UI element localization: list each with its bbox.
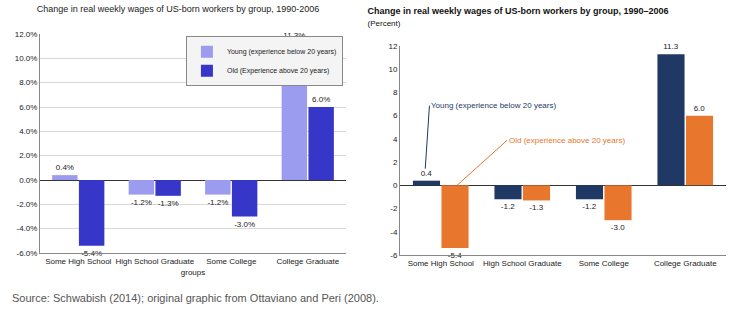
svg-text:4.0%: 4.0% [19, 127, 37, 136]
svg-text:Change in real weekly wages of: Change in real weekly wages of US-born w… [368, 6, 669, 28]
svg-text:-2: -2 [390, 204, 398, 213]
svg-text:-4: -4 [390, 228, 398, 237]
svg-text:Old (Experience above 20 years: Old (Experience above 20 years) [227, 67, 329, 75]
svg-text:Some College: Some College [579, 259, 630, 268]
svg-text:Some High School: Some High School [45, 257, 111, 266]
svg-text:2.0%: 2.0% [19, 151, 37, 160]
svg-text:12: 12 [388, 42, 397, 51]
svg-text:6.0: 6.0 [694, 104, 706, 113]
svg-text:0: 0 [393, 181, 398, 190]
svg-text:High School Graduate: High School Graduate [115, 257, 194, 266]
svg-text:6.0%: 6.0% [19, 103, 37, 112]
svg-text:-1.2%: -1.2% [207, 198, 228, 207]
svg-text:10.0%: 10.0% [15, 54, 38, 63]
svg-text:6.0%: 6.0% [312, 95, 330, 104]
html-text:Source: Schwabish (2014); orig: Source: Schwabish (2014); original graph… [12, 292, 379, 304]
svg-text:Old (experience above 20 years: Old (experience above 20 years) [509, 136, 625, 145]
svg-text:11.3: 11.3 [663, 42, 679, 51]
svg-text:Some High School: Some High School [408, 259, 474, 268]
svg-text:-1.3: -1.3 [529, 203, 543, 212]
svg-text:0.0%: 0.0% [19, 176, 37, 185]
svg-text:12.0%: 12.0% [15, 30, 38, 39]
svg-text:8: 8 [393, 88, 398, 97]
svg-text:8.0%: 8.0% [19, 78, 37, 87]
svg-text:-1.2: -1.2 [582, 202, 596, 211]
svg-text:groups: groups [181, 268, 205, 277]
svg-text:-1.3%: -1.3% [158, 199, 179, 208]
svg-text:-1.2%: -1.2% [131, 198, 152, 207]
svg-text:10: 10 [388, 65, 397, 74]
svg-text:-3.0: -3.0 [611, 223, 625, 232]
svg-text:6: 6 [393, 111, 398, 120]
svg-text:-5.4%: -5.4% [81, 249, 102, 258]
svg-text:College Graduate: College Graduate [654, 259, 717, 268]
svg-text:Change in real weekly wages of: Change in real weekly wages of US-born w… [37, 4, 320, 14]
svg-text:Some College: Some College [206, 257, 257, 266]
svg-text:-5.4: -5.4 [448, 251, 462, 260]
svg-text:High School Graduate: High School Graduate [483, 259, 562, 268]
svg-text:11.3%: 11.3% [283, 30, 306, 40]
svg-text:-6.0%: -6.0% [16, 249, 37, 258]
svg-text:-3.0%: -3.0% [234, 220, 255, 229]
svg-text:Young (experience below 20 yea: Young (experience below 20 years) [431, 101, 556, 110]
svg-text:-6: -6 [390, 251, 398, 260]
svg-text:-1.2: -1.2 [501, 202, 515, 211]
svg-text:2: 2 [393, 158, 398, 167]
svg-text:4: 4 [393, 135, 398, 144]
svg-text:0.4: 0.4 [421, 169, 433, 178]
svg-text:-4.0%: -4.0% [16, 224, 37, 233]
svg-text:0.4%: 0.4% [56, 163, 74, 172]
svg-text:Young (experience below 20 yea: Young (experience below 20 years) [227, 48, 336, 56]
svg-text:-2.0%: -2.0% [16, 200, 37, 209]
svg-text:College Graduate: College Graduate [276, 257, 339, 266]
